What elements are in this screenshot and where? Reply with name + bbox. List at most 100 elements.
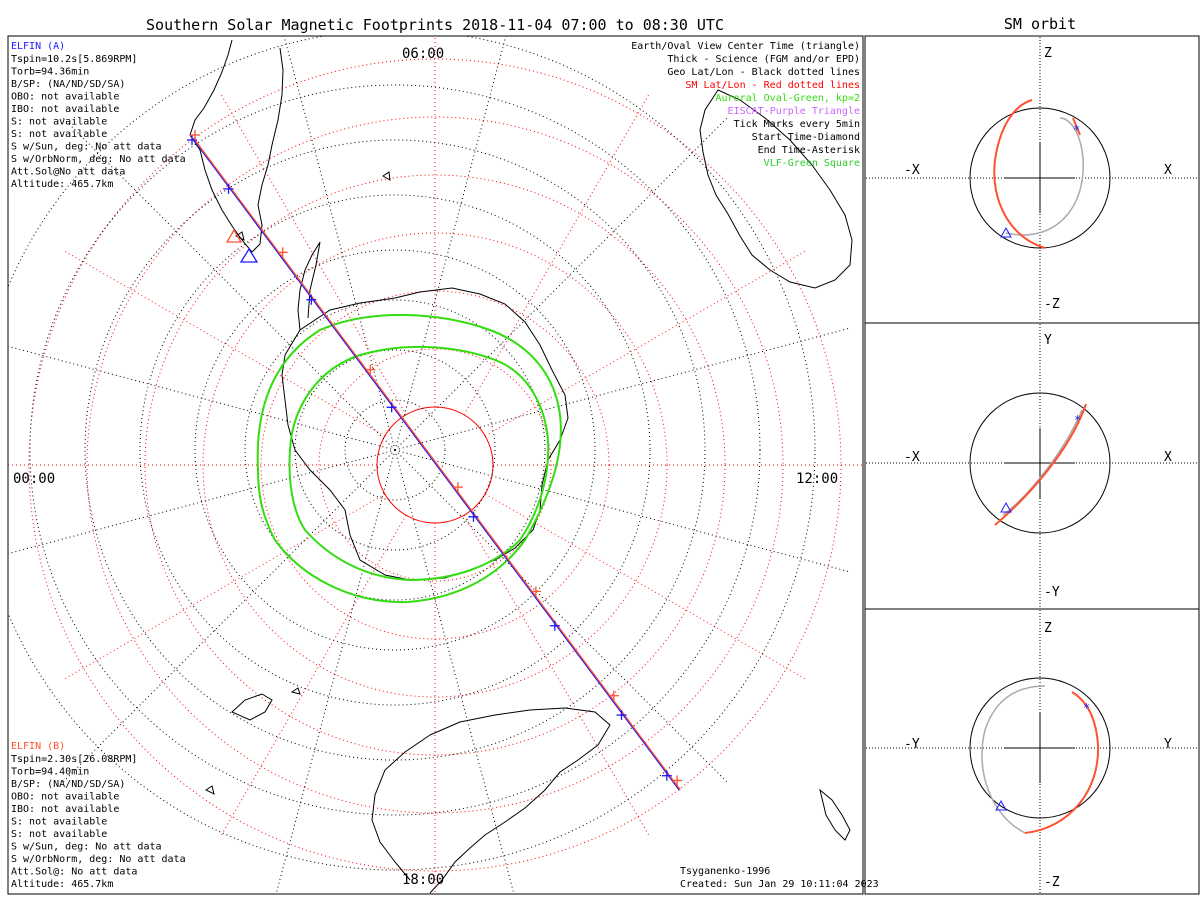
- orbit-start-asterisk: *: [1083, 701, 1090, 715]
- geo-grid: [8, 36, 850, 894]
- africa-coast: [429, 707, 611, 894]
- africa-coast-2: [371, 734, 431, 881]
- orbit-gray: [1002, 409, 1083, 516]
- sm-latitude-circle: [318, 348, 552, 582]
- orbit-elfin-b: [1024, 691, 1100, 834]
- orbit-gray: [981, 685, 1046, 834]
- earth-circle: [969, 107, 1111, 249]
- orbit-elfin-b: [994, 403, 1087, 526]
- elfin-a-line: S: not available: [11, 129, 107, 140]
- elfin-a-tick-mark: [468, 511, 479, 522]
- orbit-panel-yz: * -Y Y Z -Z: [866, 610, 1199, 893]
- elfin-b-view-triangle: [225, 228, 243, 243]
- footer-created: Created: Sun Jan 29 10:11:04 2023: [680, 879, 879, 890]
- legend-item: EISCAT-Purple Triangle: [728, 106, 860, 117]
- legend-item: VLF-Green Square: [764, 158, 860, 169]
- sm-longitude-line: [463, 92, 651, 416]
- geo-latitude-circle: [344, 399, 446, 501]
- mlt-label-top: 06:00: [402, 46, 444, 62]
- elfin-b-line: Torb=94.40min: [11, 767, 89, 778]
- footer-model: Tsyganenko-1996: [680, 866, 770, 877]
- orbit-panel-xy: * -X X Y -Y: [866, 324, 1199, 608]
- orbit-view-triangle: [1000, 226, 1012, 238]
- madagascar: [231, 693, 273, 721]
- orbit-label-hpos: X: [1164, 163, 1172, 178]
- elfin-a-tick-mark: [223, 183, 234, 194]
- geo-latitude-circle: [244, 299, 546, 601]
- orbit-label-hneg: -X: [904, 450, 920, 465]
- sm-latitude-circle: [28, 58, 842, 872]
- orbit-label-hneg: -X: [904, 163, 920, 178]
- sm-latitude-circle: [376, 406, 494, 524]
- legend-item: Earth/Oval View Center Time (triangle): [631, 41, 860, 52]
- sm-grid: [8, 36, 863, 894]
- elfin-b-tick-mark: [608, 690, 619, 701]
- elfin-b-line: S: not available: [11, 829, 107, 840]
- south-america-coast: [189, 47, 284, 253]
- australia-coast: [699, 89, 853, 289]
- elfin-b-name: ELFIN (B): [11, 741, 65, 752]
- orbit-start-asterisk: *: [1074, 413, 1081, 427]
- geo-latitude-circle: [139, 194, 651, 706]
- elfin-a-name: ELFIN (A): [11, 41, 65, 52]
- geo-latitude-circle: [194, 249, 596, 651]
- elfin-b-tick-mark: [530, 586, 541, 597]
- elfin-a-line: Altitude: 465.7km: [11, 179, 113, 190]
- orbit-start-asterisk: *: [1073, 123, 1080, 137]
- sm-latitude-circle: [86, 116, 784, 814]
- elfin-a-line: Tspin=10.2s[5.869RPM]: [11, 54, 137, 65]
- geo-latitude-circle: [294, 349, 496, 551]
- orbit-label-vpos: Y: [1044, 333, 1052, 348]
- legend: Earth/Oval View Center Time (triangle) T…: [631, 41, 860, 169]
- elfin-b-line: Tspin=2.30s[26.08RPM]: [11, 754, 137, 765]
- sm-longitude-line: [62, 249, 386, 437]
- earth-circle: [969, 392, 1111, 534]
- antarctica-coast: [281, 287, 569, 581]
- legend-item: Tick Marks every 5min: [734, 119, 860, 130]
- elfin-a-view-triangle: [239, 247, 259, 263]
- geo-longitude-line: [394, 449, 850, 573]
- island-4: [235, 231, 245, 241]
- south-america-west: [189, 39, 233, 136]
- elfin-a-line: S: not available: [11, 117, 107, 128]
- island-3: [382, 171, 391, 181]
- geo-latitude-circle: [84, 139, 706, 761]
- orbit-panel-frame-3: [864, 608, 1200, 895]
- legend-item: End Time-Asterisk: [758, 145, 860, 156]
- elfin-a-line: Torb=94.36min: [11, 67, 89, 78]
- elfin-b-tick-mark: [365, 364, 376, 375]
- elfin-b-line: S w/OrbNorm, deg: No att data: [11, 854, 186, 865]
- orbit-elfin-b-2: [1072, 117, 1081, 136]
- elfin-b-line: Att.Sol@: No att data: [11, 867, 137, 878]
- elfin-a-line: Att.Sol@No att data: [11, 167, 125, 178]
- mlt-label-right: 12:00: [796, 471, 838, 487]
- elfin-a-line: S w/OrbNorm, deg: No att data: [11, 154, 186, 165]
- footprint-tracks: [187, 130, 683, 791]
- elfin-b-line: OBO: not available: [11, 792, 119, 803]
- orbit-label-vpos: Z: [1044, 46, 1052, 61]
- orbit-label-hpos: X: [1164, 450, 1172, 465]
- sm-longitude-line: [219, 514, 407, 838]
- elfin-b-line: Altitude: 465.7km: [11, 879, 113, 890]
- orbit-panel-frame-1: [864, 35, 1200, 324]
- orbit-label-vneg: -Z: [1044, 297, 1060, 312]
- geo-longitude-line: [394, 117, 728, 451]
- elfin-b-line: S: not available: [11, 817, 107, 828]
- plot-title: Southern Solar Magnetic Footprints 2018-…: [146, 16, 724, 34]
- elfin-b-tick-mark: [452, 482, 463, 493]
- orbit-label-vneg: -Z: [1044, 875, 1060, 890]
- geo-latitude-circle: [29, 84, 761, 816]
- geo-longitude-line: [394, 449, 728, 783]
- elfin-b-line: S w/Sun, deg: No att data: [11, 842, 162, 853]
- elfin-b-tick-mark: [672, 775, 683, 786]
- elfin-a-line: IBO: not available: [11, 104, 119, 115]
- mlt-label-left: 00:00: [13, 471, 55, 487]
- auroral-oval-inner: [288, 345, 550, 582]
- elfin-a-line: S w/Sun, deg: No att data: [11, 142, 162, 153]
- elfin-b-info: ELFIN (B) Tspin=2.30s[26.08RPM] Torb=94.…: [11, 741, 186, 890]
- legend-item: Geo Lat/Lon - Black dotted lines: [667, 67, 860, 78]
- auroral-oval: [256, 314, 562, 604]
- elfin-a-tick-mark: [549, 620, 560, 631]
- sm-longitude-line: [484, 493, 808, 681]
